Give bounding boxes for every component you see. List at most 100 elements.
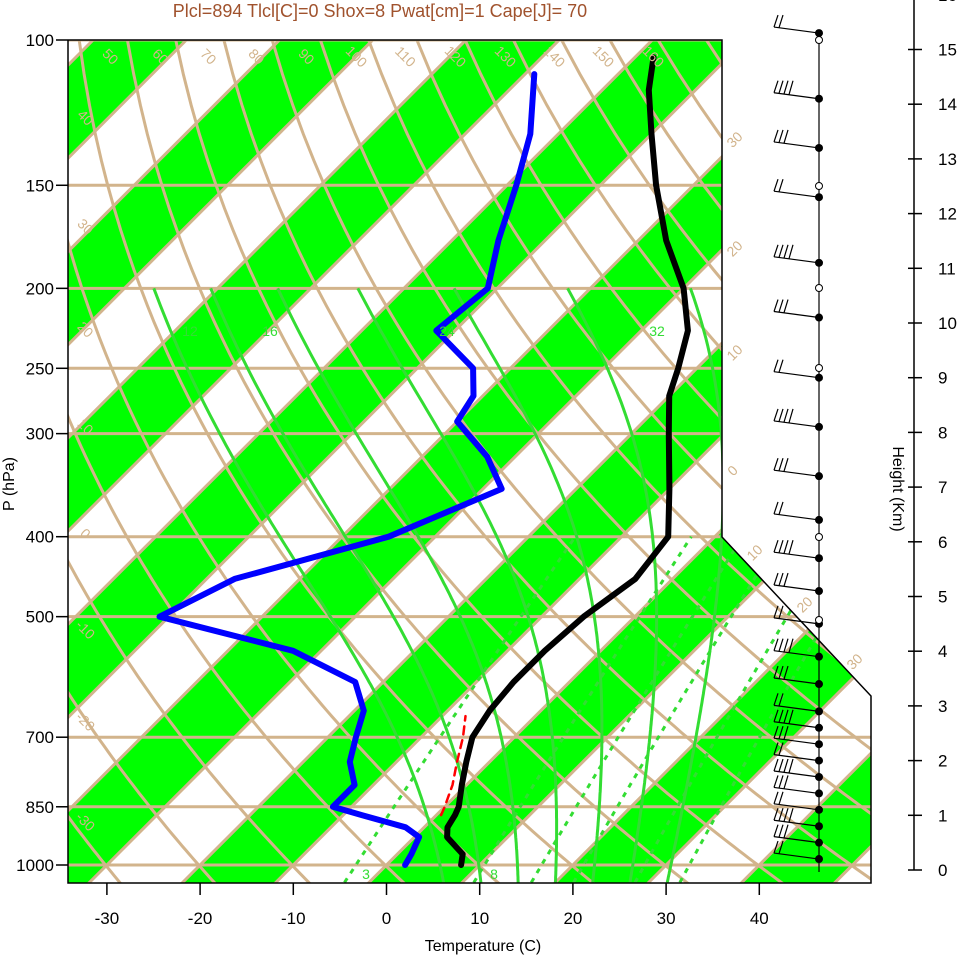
height-tick-label: 12: [938, 205, 957, 224]
dry-adiabat-line: [120, 40, 710, 883]
moist-adiabat-line: [209, 287, 483, 883]
wind-barb-flag: [778, 299, 784, 313]
height-tick-label: 9: [938, 369, 947, 388]
mixing-ratio-line: [633, 535, 837, 883]
wind-barb-flag: [773, 758, 779, 772]
moist-adiabat-lines: [152, 287, 725, 883]
p-tick-label: 400: [26, 528, 54, 547]
wind-barb-flag: [788, 244, 794, 259]
wind-barb-flag: [778, 359, 784, 373]
mixing-ratio-label: 16: [262, 323, 278, 339]
isotherm-line: [68, 40, 412, 883]
mixing-ratio-line: [343, 535, 577, 883]
wind-open-dot: [815, 364, 823, 372]
dry-adiabat-line: [68, 40, 327, 883]
wind-barb-flag: [778, 840, 784, 854]
x-tick-label: 30: [657, 909, 676, 928]
isotherm-line: [630, 40, 871, 883]
right-edge-label: 10: [723, 341, 745, 363]
wind-open-dot: [815, 182, 823, 190]
wind-barb-shaft: [773, 190, 820, 198]
wind-barb-flag: [773, 808, 779, 821]
dewpoint-profile-line: [156, 71, 538, 868]
moist-adiabat-line: [356, 287, 559, 883]
wind-barb-shaft: [773, 650, 820, 658]
wind-barb-flag: [778, 709, 784, 723]
wind-barb-flag: [773, 693, 779, 706]
mixing-ratio-label: 12: [182, 323, 198, 339]
right-edge-label: 20: [793, 593, 815, 615]
right-edge-label: 20: [723, 237, 745, 259]
dry-adiabat-line: [68, 40, 423, 883]
wind-barb-shaft: [773, 836, 820, 844]
wind-barb-flag: [783, 726, 789, 740]
wind-barb-shaft: [773, 770, 820, 778]
dry-adiabat-line: [448, 40, 871, 883]
isotherm-label: 0: [77, 525, 94, 542]
height-tick-label: 8: [938, 423, 947, 442]
wind-barb-flag: [788, 758, 794, 773]
wind-barb-flag: [778, 129, 784, 143]
isotherm-lines: [0, 2, 961, 899]
wind-barb-flag: [778, 665, 784, 679]
wind-barb-flag: [778, 824, 784, 838]
x-axis-label: Temperature (C): [425, 938, 541, 955]
wind-barb-flag: [773, 501, 779, 515]
right-edge-label: 10: [743, 541, 765, 563]
wind-barb-flag: [783, 709, 789, 724]
wind-barb-flag: [773, 129, 779, 143]
wind-barb-flag: [773, 665, 779, 679]
isotherm-label: 110: [392, 43, 419, 70]
wind-barbs: [773, 14, 823, 872]
wind-open-dot: [815, 36, 823, 44]
isotherm-line: [444, 40, 871, 883]
isotherm-line: [912, 2, 961, 899]
wind-barb-flag: [773, 709, 779, 722]
wind-barb-flag: [778, 605, 784, 619]
wind-barb-flag: [783, 775, 789, 789]
wind-barb-flag: [773, 824, 779, 837]
chart-title: Plcl=894 Tlcl[C]=0 Shox=8 Pwat[cm]=1 Cap…: [173, 1, 587, 21]
height-tick-label: 10: [938, 314, 957, 333]
height-tick-label: 5: [938, 588, 947, 607]
wind-barb-shaft: [773, 786, 820, 795]
wind-barb-flag: [773, 540, 779, 553]
wind-barb-shaft: [773, 803, 820, 811]
pressure-axis: 100 150 200 250 300 400 500 700 850 1000: [16, 31, 68, 875]
wind-barb-flag: [778, 791, 784, 805]
wind-barb-flag: [778, 80, 784, 94]
isotherm-line: [164, 40, 871, 883]
wind-barb-flag: [773, 408, 779, 422]
wind-barb-flag: [788, 408, 794, 423]
wind-barb-shaft: [773, 584, 820, 592]
wind-barb-shaft: [773, 737, 820, 745]
p-tick-label: 850: [26, 798, 54, 817]
wind-barb-flag: [773, 14, 779, 28]
x-tick-label: -20: [188, 909, 213, 928]
wind-barb-flag: [788, 80, 794, 95]
height-tick-label: 2: [938, 752, 947, 771]
moist-adiabat-line: [276, 287, 520, 883]
wind-barb-shaft: [773, 513, 820, 521]
wind-barb-flag: [778, 758, 784, 772]
wind-barb-flag: [778, 457, 784, 471]
wind-barb-flag: [778, 742, 784, 756]
wind-barb-flag: [773, 179, 779, 192]
wind-barb-flag: [788, 709, 794, 724]
isotherm-line: [0, 2, 38, 899]
dry-adiabat-line: [68, 40, 136, 883]
dry-adiabat-line: [213, 40, 871, 883]
height-tick-label: 14: [938, 95, 957, 114]
wind-barb-flag: [778, 808, 784, 822]
wind-open-dot: [815, 284, 823, 292]
p-tick-label: 700: [26, 728, 54, 747]
dry-adiabat-line: [401, 40, 871, 883]
wind-barb-shaft: [773, 371, 820, 379]
wind-barb-shaft: [773, 141, 820, 149]
wind-barb-flag: [773, 840, 779, 854]
wind-barb-flag: [773, 742, 779, 755]
wind-barb-flag: [773, 299, 779, 312]
wind-barb-flag: [788, 540, 794, 555]
wind-barb-shaft: [773, 704, 820, 712]
wind-barb-flag: [778, 726, 784, 739]
